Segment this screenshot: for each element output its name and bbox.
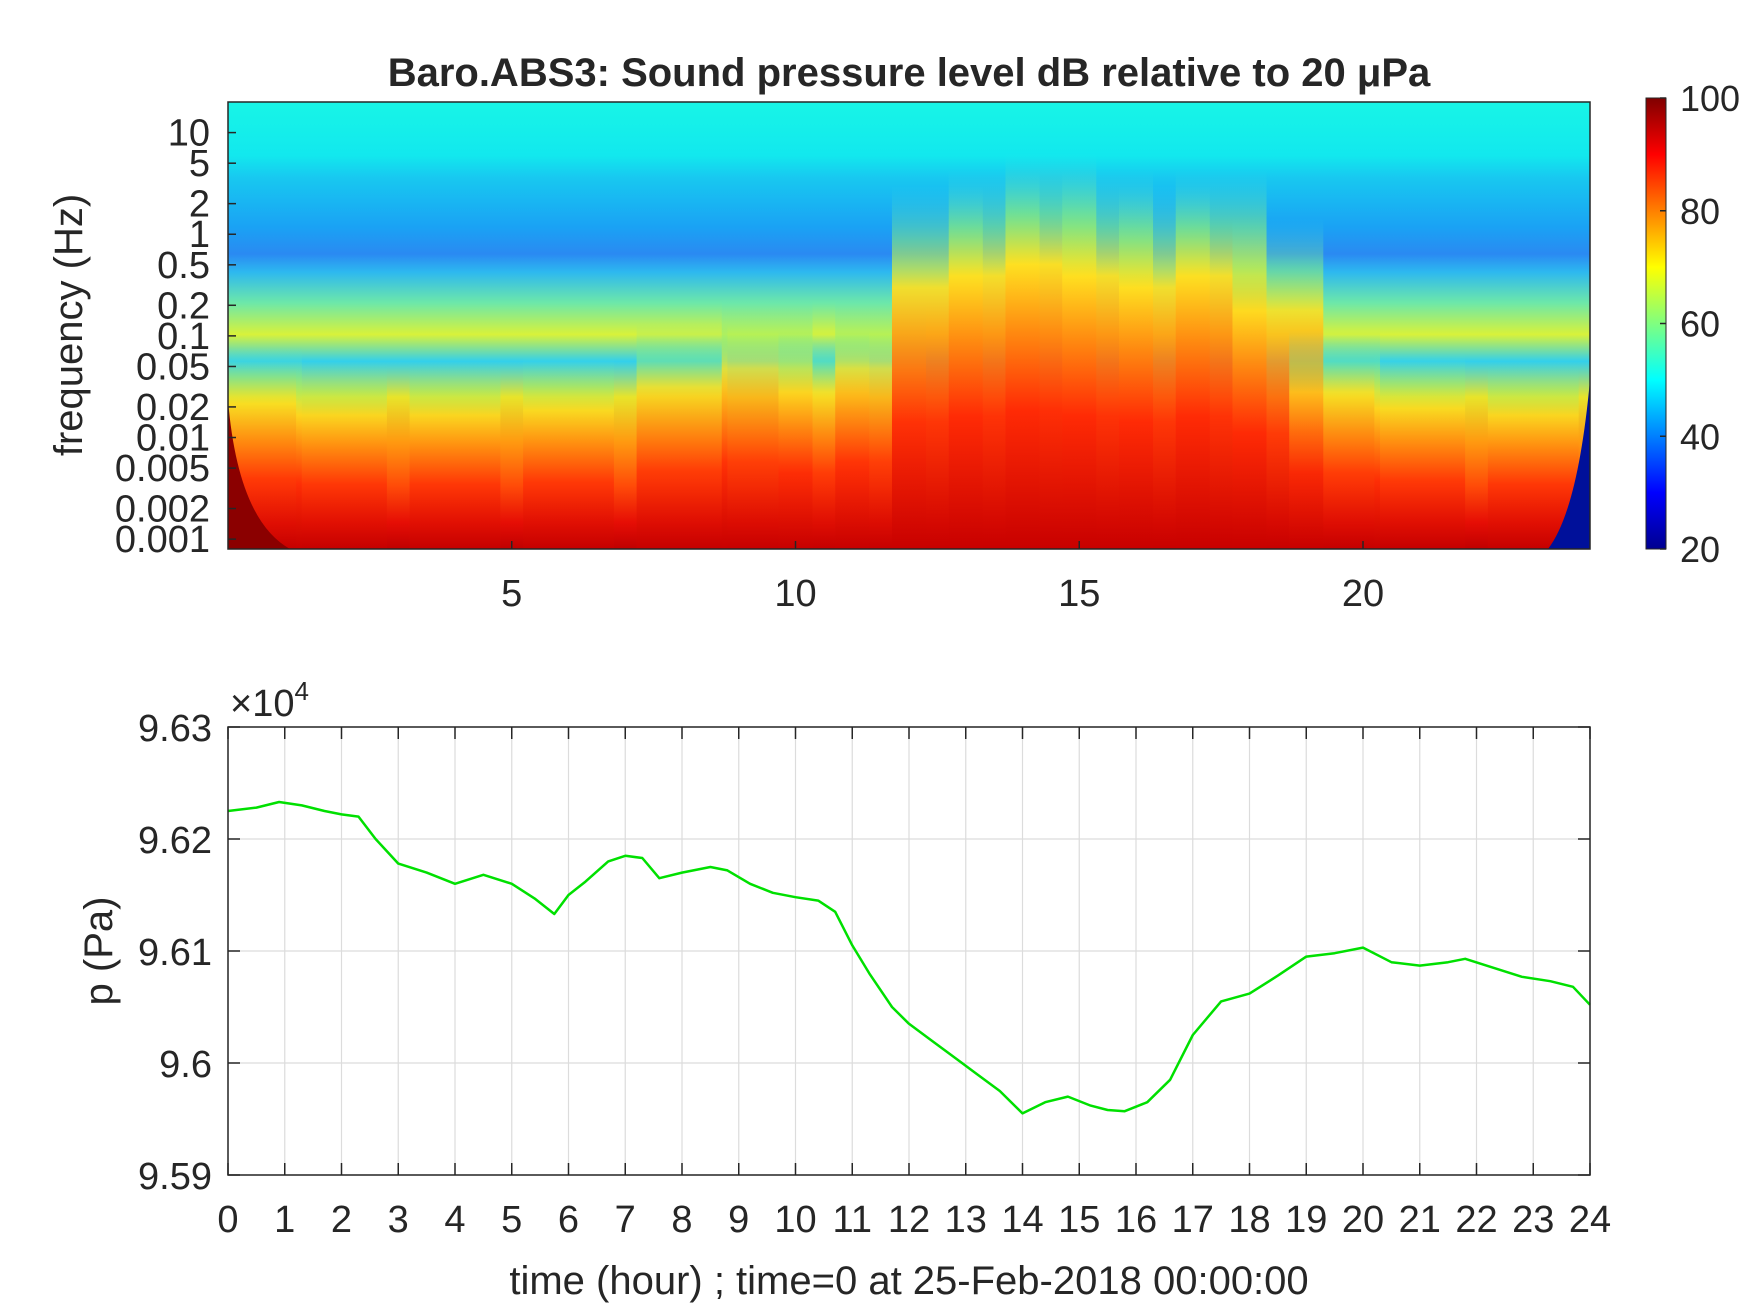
x-tick-label: 6 <box>558 1199 579 1241</box>
colorbar-tick-label: 40 <box>1680 416 1720 457</box>
x-tick-label: 14 <box>1001 1199 1043 1241</box>
heatmap-activity-columns <box>228 153 1579 549</box>
x-tick-label: 8 <box>671 1199 692 1241</box>
y-tick-label: 0.002 <box>115 489 210 531</box>
y-tick-label: 9.61 <box>138 932 212 974</box>
spectrogram-x-ticks: 5 10 15 20 <box>501 541 1384 615</box>
heatmap-activity-column <box>523 356 614 549</box>
heatmap-right-edge <box>1548 380 1590 549</box>
spectrogram-heatmap <box>228 102 1590 549</box>
heatmap-left-edge <box>228 400 290 549</box>
x-tick-label: 24 <box>1569 1199 1611 1241</box>
x-tick-label: 23 <box>1512 1199 1554 1241</box>
x-tick-label: 19 <box>1285 1199 1327 1241</box>
heatmap-activity-column <box>1374 353 1466 549</box>
x-tick-label: 5 <box>501 573 522 615</box>
y-tick-label: 9.59 <box>138 1156 212 1198</box>
x-tick-label: 10 <box>774 1199 816 1241</box>
spectrogram-title: Baro.ABS3: Sound pressure level dB relat… <box>388 51 1431 95</box>
y-tick-label: 9.63 <box>138 708 212 750</box>
y-tick-label: 9.62 <box>138 820 212 862</box>
x-tick-label: 1 <box>274 1199 295 1241</box>
y-tick-label: 1 <box>189 214 210 256</box>
y-tick-label: 0.01 <box>136 418 210 460</box>
x-tick-label: 17 <box>1172 1199 1214 1241</box>
pressure-y-label: p (Pa) <box>77 897 121 1006</box>
x-tick-label: 0 <box>217 1199 238 1241</box>
pressure-x-ticks: 0 1 2 3 4 5 6 7 8 9 10 11 12 13 14 15 16 17 18 19 20 21 22 23 24 <box>217 727 1611 1241</box>
heatmap-activity-column <box>1289 330 1381 549</box>
x-tick-label: 12 <box>888 1199 930 1241</box>
x-tick-label: 10 <box>774 573 816 615</box>
y-tick-label: 0.1 <box>157 316 210 358</box>
y-tick-label: 0.5 <box>157 245 210 287</box>
y-tick-label: 0.05 <box>136 346 210 388</box>
spectrogram-y-label: frequency (Hz) <box>47 194 91 456</box>
pressure-y-ticks: 9.63 9.62 9.61 9.6 9.59 <box>138 708 1590 1198</box>
pressure-series-line <box>227 800 1591 1115</box>
y-tick-label: 9.6 <box>159 1044 212 1086</box>
x-tick-label: 5 <box>501 1199 522 1241</box>
spectrogram-y-ticks: 105210.50.20.10.050.020.010.0050.0020.00… <box>115 113 236 561</box>
exponent-base: ×10 <box>230 683 294 725</box>
spectrogram-axes-frame <box>227 101 1591 550</box>
x-tick-label: 18 <box>1228 1199 1270 1241</box>
x-tick-label: 20 <box>1342 573 1384 615</box>
x-tick-label: 7 <box>615 1199 636 1241</box>
x-tick-label: 15 <box>1058 573 1100 615</box>
x-tick-label: 11 <box>833 1199 872 1241</box>
x-tick-label: 15 <box>1058 1199 1100 1241</box>
y-tick-label: 0.005 <box>115 448 210 490</box>
y-tick-label: 0.2 <box>157 285 210 327</box>
y-tick-label: 10 <box>168 113 210 155</box>
x-tick-label: 16 <box>1115 1199 1157 1241</box>
colorbar-tick-label: 20 <box>1680 529 1720 570</box>
y-tick-label: 2 <box>189 184 210 226</box>
pressure-x-label: time (hour) ; time=0 at 25-Feb-2018 00:0… <box>509 1259 1308 1303</box>
x-tick-label: 13 <box>945 1199 987 1241</box>
x-tick-label: 2 <box>331 1199 352 1241</box>
colorbar-tick-label: 60 <box>1680 304 1720 345</box>
x-tick-label: 22 <box>1455 1199 1497 1241</box>
x-tick-label: 3 <box>388 1199 409 1241</box>
y-tick-label: 0.001 <box>115 519 210 561</box>
colorbar-ticks: 100 80 60 40 20 <box>1660 78 1740 570</box>
heatmap-activity-column <box>1487 363 1579 549</box>
heatmap-activity-column <box>296 363 387 549</box>
heatmap-activity-column <box>409 363 501 549</box>
pressure-y-exponent: ×104 <box>230 676 309 725</box>
x-tick-label: 4 <box>444 1199 465 1241</box>
heatmap-activity-column <box>636 324 728 549</box>
colorbar-tick-label: 100 <box>1680 78 1740 119</box>
y-tick-label: 0.02 <box>136 387 210 429</box>
colorbar-tick-label: 80 <box>1680 191 1720 232</box>
x-tick-label: 20 <box>1342 1199 1384 1241</box>
x-tick-label: 21 <box>1399 1199 1441 1241</box>
exponent-power: 4 <box>294 676 308 706</box>
y-tick-label: 5 <box>189 143 210 185</box>
x-tick-label: 9 <box>728 1199 749 1241</box>
